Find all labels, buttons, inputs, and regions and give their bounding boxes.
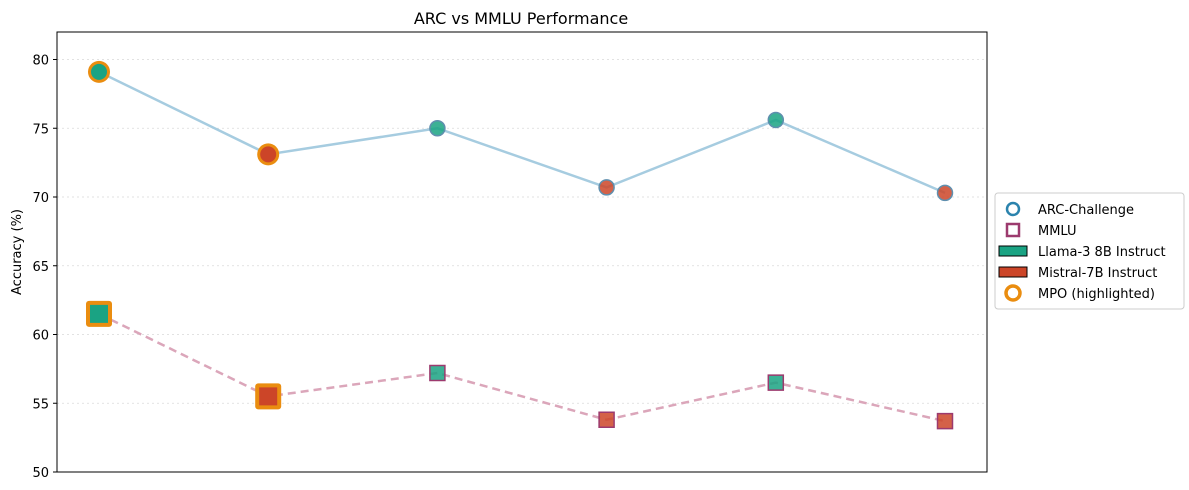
legend: ARC-Challenge MMLU Llama-3 8B Instruct Mist… xyxy=(994,192,1185,310)
y-tick-label: 75 xyxy=(32,122,49,137)
legend-label: MPO (highlighted) xyxy=(1038,287,1155,302)
mmlu-point xyxy=(598,411,615,428)
y-tick-label: 60 xyxy=(32,329,49,344)
plot-area-frame xyxy=(56,31,988,473)
mmlu-point xyxy=(259,387,278,406)
arc-point xyxy=(936,184,954,202)
arc-point xyxy=(260,146,277,163)
legend-arc-icon xyxy=(1005,201,1021,217)
mmlu-point xyxy=(767,374,785,391)
legend-label: Llama-3 8B Instruct xyxy=(1038,245,1166,260)
arc-point xyxy=(598,179,615,196)
chart-title: ARC vs MMLU Performance xyxy=(414,9,628,28)
y-tick-label: 80 xyxy=(32,54,49,69)
legend-model-patch xyxy=(998,245,1028,257)
arc-series-line xyxy=(98,70,946,195)
legend-label: MMLU xyxy=(1038,224,1077,239)
legend-box xyxy=(994,192,1185,310)
y-tick-label: 70 xyxy=(32,191,49,206)
arc-point xyxy=(429,120,446,137)
legend-mmlu-icon xyxy=(1005,222,1021,238)
mmlu-point xyxy=(936,412,954,430)
grid-lines xyxy=(57,59,987,473)
mmlu-point xyxy=(90,304,108,323)
data-markers xyxy=(86,60,954,430)
legend-highlight-icon xyxy=(1004,284,1022,302)
mmlu-series-line xyxy=(98,312,946,423)
arc-point xyxy=(767,111,785,129)
y-tick-label: 65 xyxy=(32,260,49,275)
y-axis-label: Accuracy (%) xyxy=(10,209,25,295)
mmlu-point xyxy=(429,364,446,382)
y-tick-label: 55 xyxy=(32,397,49,412)
legend-label: Mistral-7B Instruct xyxy=(1038,266,1157,281)
y-tick-label: 50 xyxy=(32,466,49,481)
series-lines xyxy=(98,70,946,423)
y-axis: 50 55 60 65 70 75 80 xyxy=(32,54,57,481)
legend-label: ARC-Challenge xyxy=(1038,203,1134,218)
arc-point xyxy=(91,63,107,80)
legend-model-patch xyxy=(998,266,1028,278)
